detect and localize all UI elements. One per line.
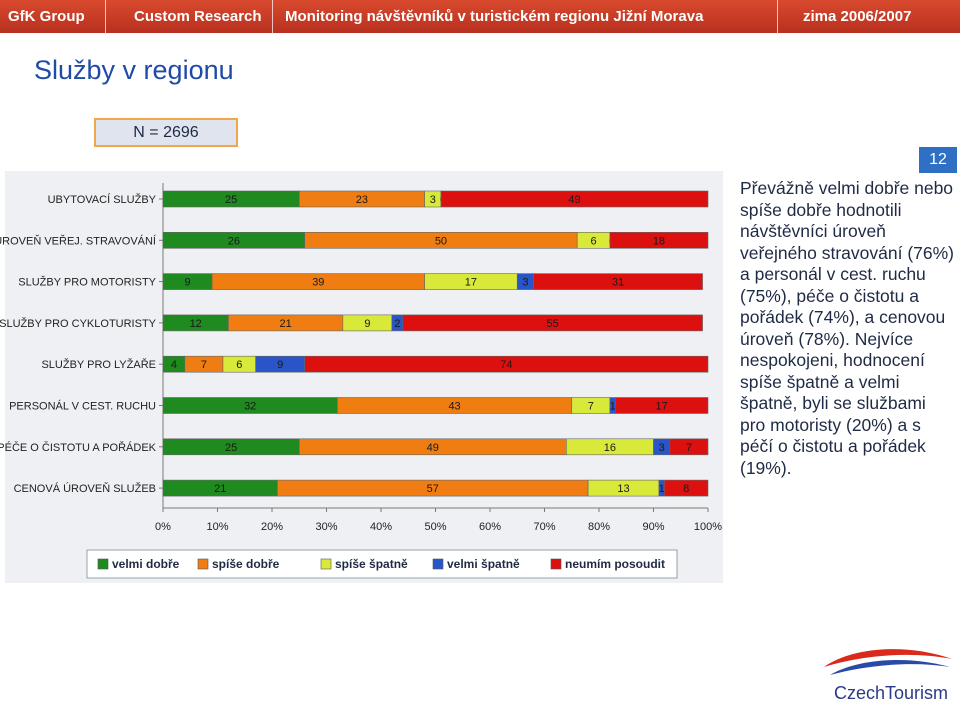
data-label: 16 [604,442,616,454]
data-label: 6 [590,235,596,247]
data-label: 50 [435,235,447,247]
data-label: 1 [610,401,616,413]
data-label: 13 [617,483,629,495]
x-tick-label: 60% [479,521,501,533]
legend-label: spíše dobře [212,557,280,571]
page-title: Služby v regionu [34,55,234,85]
header-season: zima 2006/2007 [803,8,912,25]
x-tick-label: 90% [642,521,664,533]
bar-segment [669,438,709,456]
category-label: ÚROVEŇ VEŘEJ. STRAVOVÁNÍ [0,234,157,247]
bar-segment [664,479,709,497]
x-tick-label: 40% [370,521,392,533]
category-label: PERSONÁL V CEST. RUCHU [9,400,156,413]
data-label: 49 [427,442,439,454]
data-label: 32 [244,401,256,413]
sample-size-box: N = 2696 [94,118,238,147]
page-number: 12 [919,147,957,173]
category-label: PÉČE O ČISTOTU A POŘÁDEK [0,441,157,454]
legend-swatch [197,558,209,570]
category-label: UBYTOVACÍ SLUŽBY [48,193,157,206]
legend-swatch [550,558,562,570]
category-label: CENOVÁ ÚROVEŇ SLUŽEB [14,482,156,495]
legend-label: velmi dobře [112,557,180,571]
bar-segment [615,397,709,414]
x-tick-label: 30% [315,521,337,533]
category-label: SLUŽBY PRO MOTORISTY [18,276,156,289]
legend-label: spíše špatně [335,557,408,571]
legend-swatch [432,558,444,570]
bar-segment [440,190,709,208]
logo-text: CzechTourism [834,683,948,703]
data-label: 49 [568,194,580,206]
header-department: Custom Research [134,8,262,25]
data-label: 6 [236,359,242,371]
x-tick-label: 80% [588,521,610,533]
bar-segment [533,273,703,290]
bar-segment [609,232,709,249]
data-label: 43 [448,401,460,413]
data-label: 7 [588,401,594,413]
data-label: 17 [465,277,477,289]
data-label: 18 [653,235,665,247]
data-label: 9 [277,359,283,371]
data-label: 57 [427,483,439,495]
data-label: 17 [656,401,668,413]
header-company: GfK Group [8,8,85,25]
bar-segment [304,355,709,373]
header-project: Monitoring návštěvníků v turistickém reg… [285,8,704,25]
category-label: SLUŽBY PRO LYŽAŘE [41,358,156,371]
data-label: 39 [312,277,324,289]
data-label: 1 [659,483,665,495]
data-label: 25 [225,442,237,454]
data-label: 7 [686,442,692,454]
data-label: 12 [190,318,202,330]
legend-label: neumím posoudit [565,557,665,571]
legend-label: velmi špatně [447,557,520,571]
data-label: 9 [364,318,370,330]
data-label: 31 [612,277,624,289]
x-tick-label: 70% [533,521,555,533]
data-label: 2 [394,318,400,330]
category-label: SLUŽBY PRO CYKLOTURISTY [0,317,157,330]
data-label: 9 [184,277,190,289]
legend-swatch [320,558,332,570]
data-label: 25 [225,194,237,206]
header-bar: GfK Group Custom Research Monitoring náv… [0,0,960,33]
data-label: 3 [522,277,528,289]
legend-swatch [97,558,109,570]
data-label: 21 [280,318,292,330]
data-label: 21 [214,483,226,495]
x-tick-label: 0% [155,521,171,533]
data-label: 8 [683,483,689,495]
data-label: 74 [500,359,512,371]
x-tick-label: 100% [694,521,722,533]
data-label: 7 [201,359,207,371]
data-label: 4 [171,359,177,371]
legend-box [86,549,678,579]
data-label: 26 [228,235,240,247]
data-label: 55 [547,318,559,330]
data-label: 3 [430,194,436,206]
x-tick-label: 10% [206,521,228,533]
data-label: 23 [356,194,368,206]
data-label: 3 [659,442,665,454]
czechtourism-logo: CzechTourism [824,649,952,703]
x-tick-label: 50% [424,521,446,533]
description-text: Převážně velmi dobře nebo spíše dobře ho… [740,178,954,478]
x-tick-label: 20% [261,521,283,533]
bar-segment [402,314,703,332]
